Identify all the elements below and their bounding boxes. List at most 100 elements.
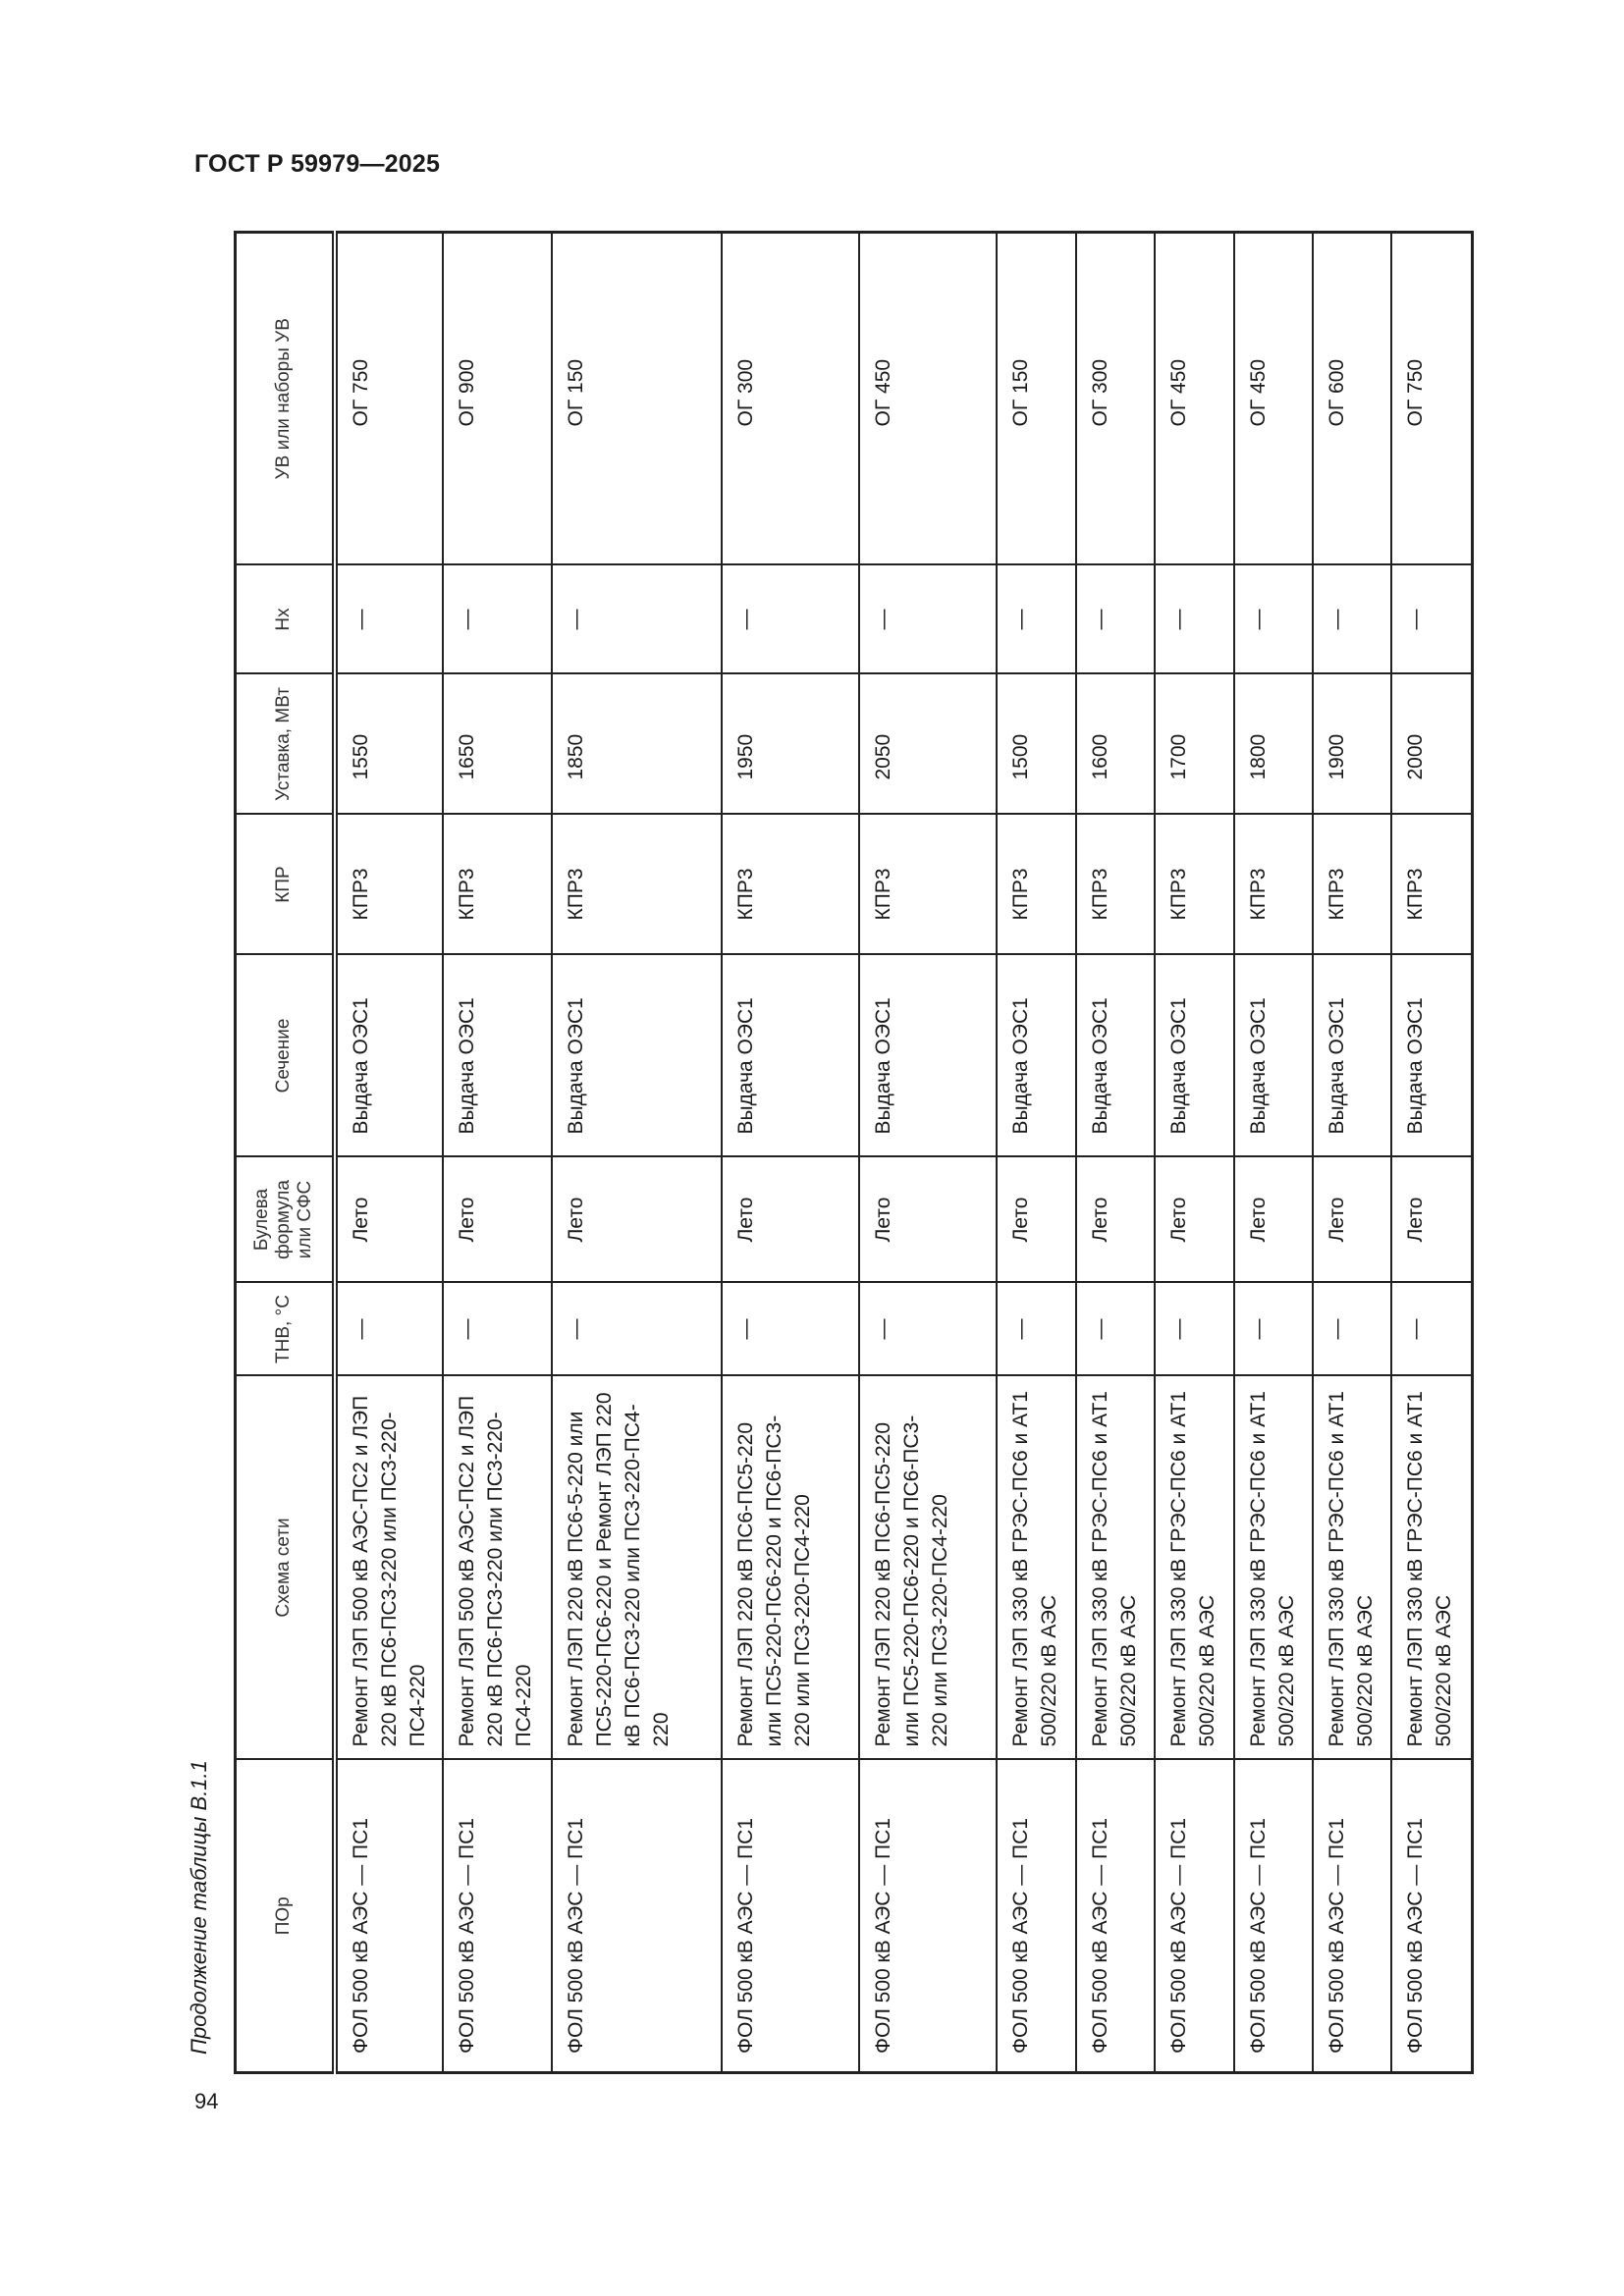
cell-kpr: КПР3	[551, 814, 722, 955]
cell-por: ФОЛ 500 кВ АЭС — ПС1	[858, 1759, 997, 2073]
cell-nx: —	[442, 564, 552, 674]
table-row: ФОЛ 500 кВ АЭС — ПС1 Ремонт ЛЭП 500 кВ АЭ…	[442, 232, 552, 2073]
cell-bool: Лето	[334, 1156, 443, 1283]
cell-bool: Лето	[551, 1156, 722, 1283]
cell-por: ФОЛ 500 кВ АЭС — ПС1	[1233, 1759, 1313, 2073]
cell-set: 1950	[721, 673, 859, 815]
cell-set: 1500	[996, 673, 1076, 815]
cell-sec: Выдача ОЭС1	[442, 954, 552, 1157]
cell-scheme: Ремонт ЛЭП 330 кВ ГРЭС-ПС6 и АТ1 500/220…	[1154, 1375, 1234, 1760]
page-number: 94	[194, 2089, 219, 2113]
table-body: ФОЛ 500 кВ АЭС — ПС1 Ремонт ЛЭП 500 кВ АЭ…	[334, 232, 1473, 2073]
cell-set: 2050	[858, 673, 997, 815]
cell-sec: Выдача ОЭС1	[334, 954, 443, 1157]
cell-uv: ОГ 450	[1233, 232, 1313, 565]
table-row: ФОЛ 500 кВ АЭС — ПС1 Ремонт ЛЭП 220 кВ ПС…	[551, 232, 722, 2073]
cell-kpr: КПР3	[1312, 814, 1391, 955]
table-row: ФОЛ 500 кВ АЭС — ПС1 Ремонт ЛЭП 330 кВ ГР…	[1075, 232, 1155, 2073]
cell-thv: —	[334, 1282, 443, 1376]
cell-por: ФОЛ 500 кВ АЭС — ПС1	[1390, 1759, 1473, 2073]
table-row: ФОЛ 500 кВ АЭС — ПС1 Ремонт ЛЭП 330 кВ ГР…	[996, 232, 1076, 2073]
table-row: ФОЛ 500 кВ АЭС — ПС1 Ремонт ЛЭП 330 кВ ГР…	[1154, 232, 1234, 2073]
column-header-thv: ТНВ, °С	[235, 1282, 335, 1376]
cell-set: 1550	[334, 673, 443, 815]
cell-nx: —	[1075, 564, 1155, 674]
table-header-row: ПОр Схема сети ТНВ, °С Булева формула или С…	[235, 232, 335, 2073]
cell-kpr: КПР3	[996, 814, 1076, 955]
cell-uv: ОГ 450	[1154, 232, 1234, 565]
cell-sec: Выдача ОЭС1	[1233, 954, 1313, 1157]
cell-nx: —	[334, 564, 443, 674]
column-header-por: ПОр	[235, 1759, 335, 2073]
cell-kpr: КПР3	[1154, 814, 1234, 955]
cell-kpr: КПР3	[442, 814, 552, 955]
cell-kpr: КПР3	[1075, 814, 1155, 955]
column-header-bool: Булева формула или СФС	[235, 1156, 335, 1283]
column-header-uv: УВ или наборы УВ	[235, 232, 335, 565]
cell-sec: Выдача ОЭС1	[1390, 954, 1473, 1157]
rotated-table-container: ПОр Схема сети ТНВ, °С Булева формула или С…	[234, 231, 1474, 2074]
cell-kpr: КПР3	[858, 814, 997, 955]
cell-thv: —	[721, 1282, 859, 1376]
cell-set: 1800	[1233, 673, 1313, 815]
cell-scheme: Ремонт ЛЭП 220 кВ ПС6-ПС5-220 или ПС5-22…	[721, 1375, 859, 1760]
cell-nx: —	[551, 564, 722, 674]
cell-bool: Лето	[1312, 1156, 1391, 1283]
column-header-sec: Сечение	[235, 954, 335, 1157]
cell-set: 1650	[442, 673, 552, 815]
cell-sec: Выдача ОЭС1	[1075, 954, 1155, 1157]
column-header-set: Уставка, МВт	[235, 673, 335, 815]
cell-por: ФОЛ 500 кВ АЭС — ПС1	[721, 1759, 859, 2073]
cell-set: 1900	[1312, 673, 1391, 815]
cell-nx: —	[1312, 564, 1391, 674]
cell-thv: —	[1233, 1282, 1313, 1376]
cell-uv: ОГ 150	[551, 232, 722, 565]
table-row: ФОЛ 500 кВ АЭС — ПС1 Ремонт ЛЭП 500 кВ АЭ…	[334, 232, 443, 2073]
cell-nx: —	[858, 564, 997, 674]
cell-uv: ОГ 450	[858, 232, 997, 565]
cell-scheme: Ремонт ЛЭП 330 кВ ГРЭС-ПС6 и АТ1 500/220…	[1312, 1375, 1391, 1760]
cell-uv: ОГ 150	[996, 232, 1076, 565]
table-caption: Продолжение таблицы В.1.1	[187, 1760, 211, 2055]
cell-bool: Лето	[996, 1156, 1076, 1283]
cell-por: ФОЛ 500 кВ АЭС — ПС1	[442, 1759, 552, 2073]
cell-sec: Выдача ОЭС1	[1312, 954, 1391, 1157]
cell-set: 1700	[1154, 673, 1234, 815]
cell-scheme: Ремонт ЛЭП 220 кВ ПС6-ПС5-220 или ПС5-22…	[858, 1375, 997, 1760]
cell-nx: —	[721, 564, 859, 674]
cell-thv: —	[551, 1282, 722, 1376]
cell-nx: —	[1233, 564, 1313, 674]
cell-kpr: КПР3	[721, 814, 859, 955]
cell-sec: Выдача ОЭС1	[721, 954, 859, 1157]
cell-scheme: Ремонт ЛЭП 220 кВ ПС6-5-220 или ПС5-220-…	[551, 1375, 722, 1760]
cell-thv: —	[1390, 1282, 1473, 1376]
cell-uv: ОГ 300	[1075, 232, 1155, 565]
document-title: ГОСТ Р 59979—2025	[194, 150, 441, 178]
cell-bool: Лето	[721, 1156, 859, 1283]
cell-por: ФОЛ 500 кВ АЭС — ПС1	[996, 1759, 1076, 2073]
cell-sec: Выдача ОЭС1	[1154, 954, 1234, 1157]
column-header-scheme: Схема сети	[235, 1375, 335, 1760]
cell-thv: —	[442, 1282, 552, 1376]
column-header-nx: Нх	[235, 564, 335, 674]
table-row: ФОЛ 500 кВ АЭС — ПС1 Ремонт ЛЭП 330 кВ ГР…	[1233, 232, 1313, 2073]
data-table: ПОр Схема сети ТНВ, °С Булева формула или С…	[234, 231, 1474, 2074]
cell-thv: —	[858, 1282, 997, 1376]
cell-thv: —	[1154, 1282, 1234, 1376]
cell-scheme: Ремонт ЛЭП 330 кВ ГРЭС-ПС6 и АТ1 500/220…	[1390, 1375, 1473, 1760]
cell-por: ФОЛ 500 кВ АЭС — ПС1	[551, 1759, 722, 2073]
cell-uv: ОГ 300	[721, 232, 859, 565]
cell-por: ФОЛ 500 кВ АЭС — ПС1	[1154, 1759, 1234, 2073]
cell-kpr: КПР3	[1233, 814, 1313, 955]
cell-thv: —	[996, 1282, 1076, 1376]
cell-uv: ОГ 750	[334, 232, 443, 565]
cell-kpr: КПР3	[334, 814, 443, 955]
cell-thv: —	[1075, 1282, 1155, 1376]
cell-bool: Лето	[442, 1156, 552, 1283]
cell-bool: Лето	[1075, 1156, 1155, 1283]
cell-scheme: Ремонт ЛЭП 330 кВ ГРЭС-ПС6 и АТ1 500/220…	[1075, 1375, 1155, 1760]
cell-thv: —	[1312, 1282, 1391, 1376]
cell-sec: Выдача ОЭС1	[996, 954, 1076, 1157]
cell-set: 1600	[1075, 673, 1155, 815]
cell-bool: Лето	[1233, 1156, 1313, 1283]
